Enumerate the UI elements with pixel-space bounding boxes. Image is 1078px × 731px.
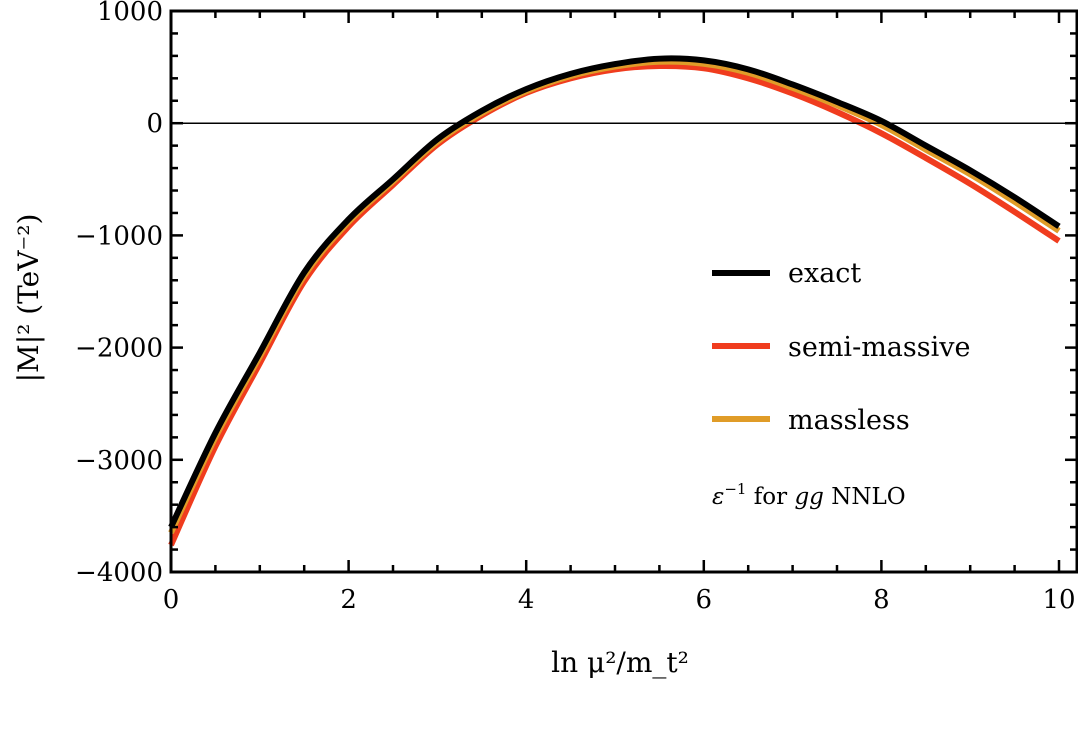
y-tick-label: 1000 — [97, 0, 163, 27]
tick-labels: 0 2 4 6 8 10 1000 0 −1000 −2000 −3000 −4000 — [75, 0, 1076, 615]
x-tick-label: 4 — [518, 585, 535, 615]
y-axis-label: |M|² (TeV⁻²) — [12, 214, 45, 383]
plot-frame — [169, 9, 1078, 574]
y-tick-label: −4000 — [75, 558, 163, 588]
legend-label-massless: massless — [788, 405, 910, 436]
legend-label-exact: exact — [788, 258, 861, 289]
x-tick-label: 10 — [1042, 585, 1075, 615]
y-tick-label: −1000 — [75, 221, 163, 251]
x-tick-label: 2 — [340, 585, 357, 615]
y-tick-label: −3000 — [75, 446, 163, 476]
x-axis-label: ln μ²/m_t² — [551, 646, 689, 679]
series-line-exact — [168, 55, 1061, 529]
legend: exact semi-massive massless — [712, 258, 970, 436]
x-tick-label: 6 — [696, 585, 713, 615]
y-tick-label: 0 — [146, 109, 163, 139]
ticks — [169, 9, 1077, 574]
legend-label-semi-massive: semi-massive — [788, 332, 970, 363]
y-tick-label: −2000 — [75, 334, 163, 364]
x-tick-label: 8 — [873, 585, 890, 615]
series-line-semi-massive — [168, 62, 1061, 547]
x-tick-label: 0 — [163, 585, 180, 615]
curves — [168, 55, 1061, 547]
series-line-massless — [168, 58, 1061, 534]
annotation: ε−1 for gg NNLO — [712, 480, 906, 510]
